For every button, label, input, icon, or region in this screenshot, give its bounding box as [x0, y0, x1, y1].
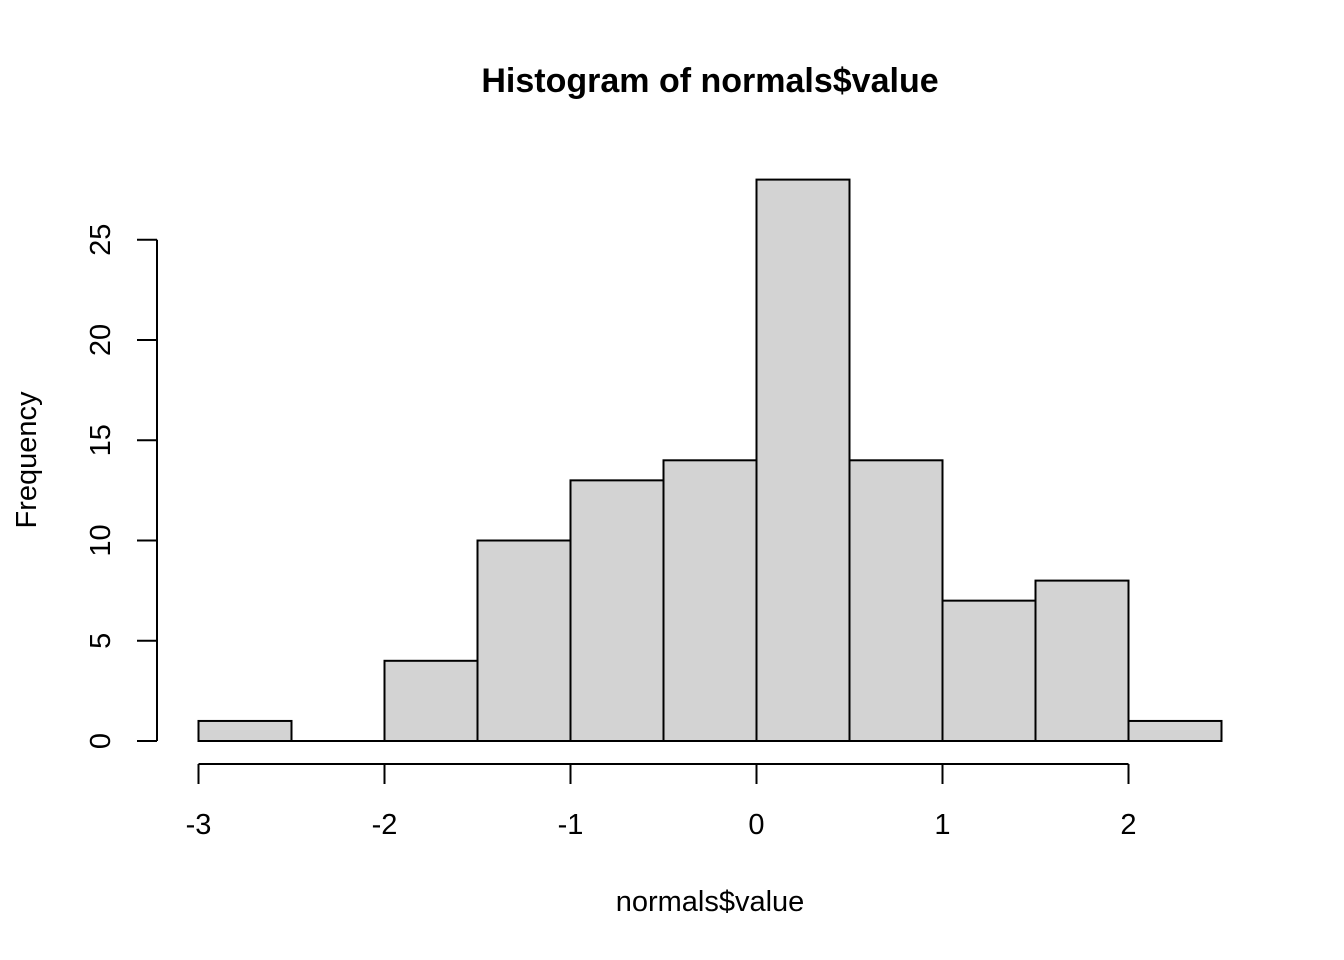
y-tick-label: 25 — [85, 224, 117, 256]
x-tick-label: 1 — [934, 809, 950, 841]
x-tick-label: -1 — [558, 809, 584, 841]
histogram-bar — [755, 178, 851, 743]
y-axis: 0 5 10 15 20 25 — [85, 224, 158, 749]
y-tick-label: 10 — [85, 524, 117, 556]
chart-title: Histogram of normals$value — [481, 62, 938, 100]
y-tick-label: 20 — [85, 324, 117, 356]
y-axis-label: Frequency — [11, 391, 43, 529]
x-axis-label: normals$value — [616, 886, 805, 918]
histogram-bar — [662, 459, 758, 742]
histogram-bar — [1034, 579, 1130, 742]
histogram-bar — [1127, 719, 1223, 743]
y-tick-label: 5 — [85, 633, 117, 649]
y-tick-label: 15 — [85, 424, 117, 456]
x-tick-label: 2 — [1120, 809, 1136, 841]
histogram-bar — [941, 599, 1037, 743]
x-tick-label: 0 — [748, 809, 764, 841]
x-tick-label: -3 — [186, 809, 212, 841]
x-axis: -3 -2 -1 0 1 2 — [186, 763, 1137, 841]
histogram-bar — [476, 539, 572, 742]
histogram-bar — [848, 459, 944, 742]
x-tick-label: -2 — [372, 809, 398, 841]
histogram-bar — [569, 479, 665, 742]
histogram-bar — [197, 719, 293, 743]
bars-group — [197, 178, 1223, 743]
histogram-bar — [383, 659, 479, 742]
y-tick-label: 0 — [85, 733, 117, 749]
